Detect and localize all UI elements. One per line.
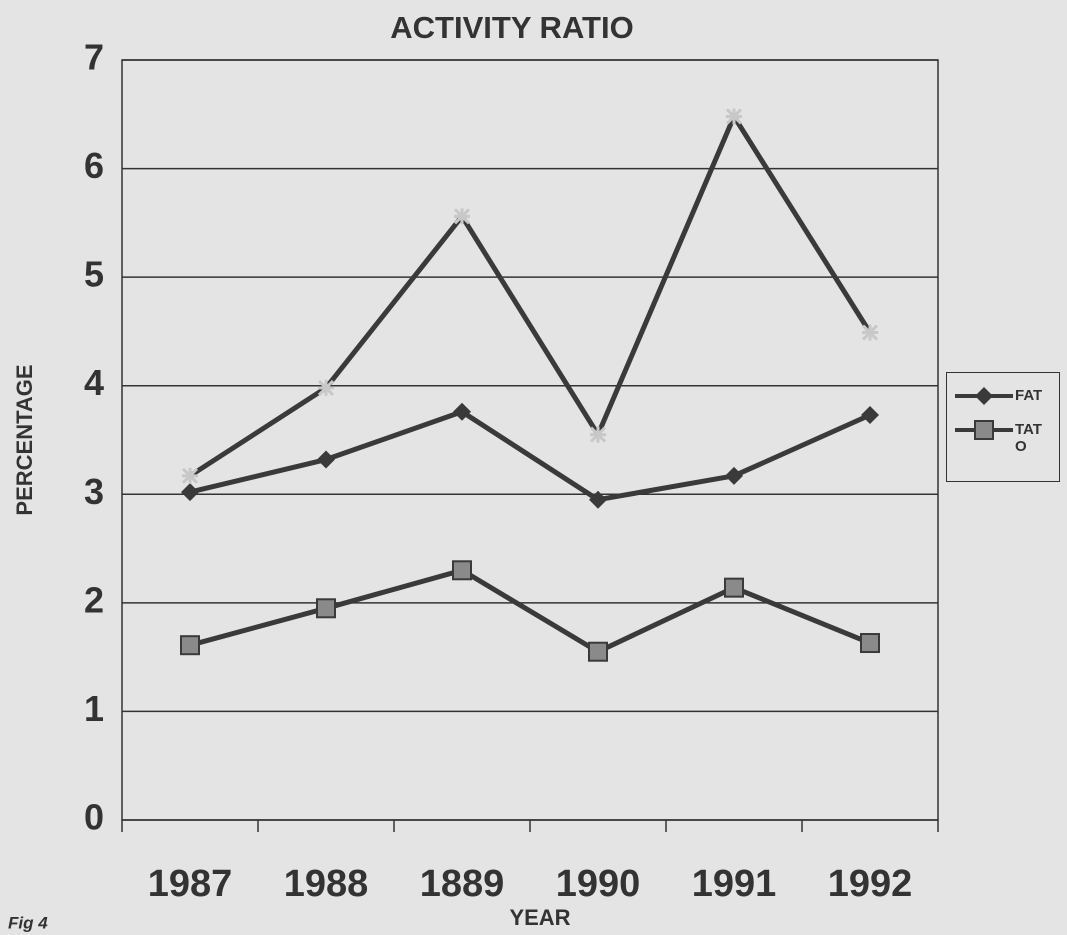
marker <box>317 379 335 396</box>
marker <box>861 324 879 341</box>
y-tick-label: 1 <box>84 688 104 729</box>
marker <box>589 426 607 443</box>
legend-label: TATO <box>1015 421 1042 455</box>
y-tick-label: 0 <box>84 797 104 838</box>
marker <box>861 406 879 425</box>
y-tick-label: 2 <box>84 579 104 620</box>
chart-title: ACTIVITY RATIO <box>390 10 633 45</box>
x-tick-label: 1992 <box>828 863 913 905</box>
x-tick-label: 1990 <box>556 863 641 905</box>
series-line <box>188 113 873 478</box>
y-tick-label: 7 <box>84 37 104 78</box>
y-axis-label: PERCENTAGE <box>12 364 37 515</box>
marker <box>975 387 993 405</box>
marker <box>453 208 471 225</box>
marker <box>724 577 744 598</box>
marker <box>589 490 607 509</box>
legend-item: FAT <box>953 385 1059 407</box>
legend: FAT TATO <box>946 372 1060 482</box>
x-tick-label: 1889 <box>420 863 505 905</box>
x-axis-label: YEAR <box>509 905 570 930</box>
y-tick-label: 4 <box>84 362 104 403</box>
x-tick-label: 1991 <box>692 863 777 905</box>
marker <box>860 633 880 654</box>
marker <box>181 467 199 484</box>
series-line <box>189 567 871 655</box>
marker <box>453 402 471 421</box>
legend-swatch <box>955 420 1013 440</box>
marker <box>316 598 336 619</box>
marker <box>588 641 608 662</box>
y-tick-label: 3 <box>84 471 104 512</box>
annotation: Fig 4 <box>8 913 48 932</box>
marker <box>974 420 994 440</box>
marker <box>452 560 472 581</box>
legend-swatch <box>955 387 1013 405</box>
y-tick-label: 5 <box>84 254 104 295</box>
x-tick-label: 1987 <box>148 863 233 905</box>
legend-label: FAT <box>1015 387 1043 404</box>
marker <box>725 108 743 125</box>
x-tick-label: 1988 <box>284 863 369 905</box>
marker <box>180 635 200 656</box>
y-tick-label: 6 <box>84 145 104 186</box>
marker <box>181 483 199 502</box>
legend-item: TATO <box>953 419 1059 455</box>
marker <box>725 466 743 485</box>
marker <box>317 450 335 469</box>
series-line <box>189 409 872 503</box>
